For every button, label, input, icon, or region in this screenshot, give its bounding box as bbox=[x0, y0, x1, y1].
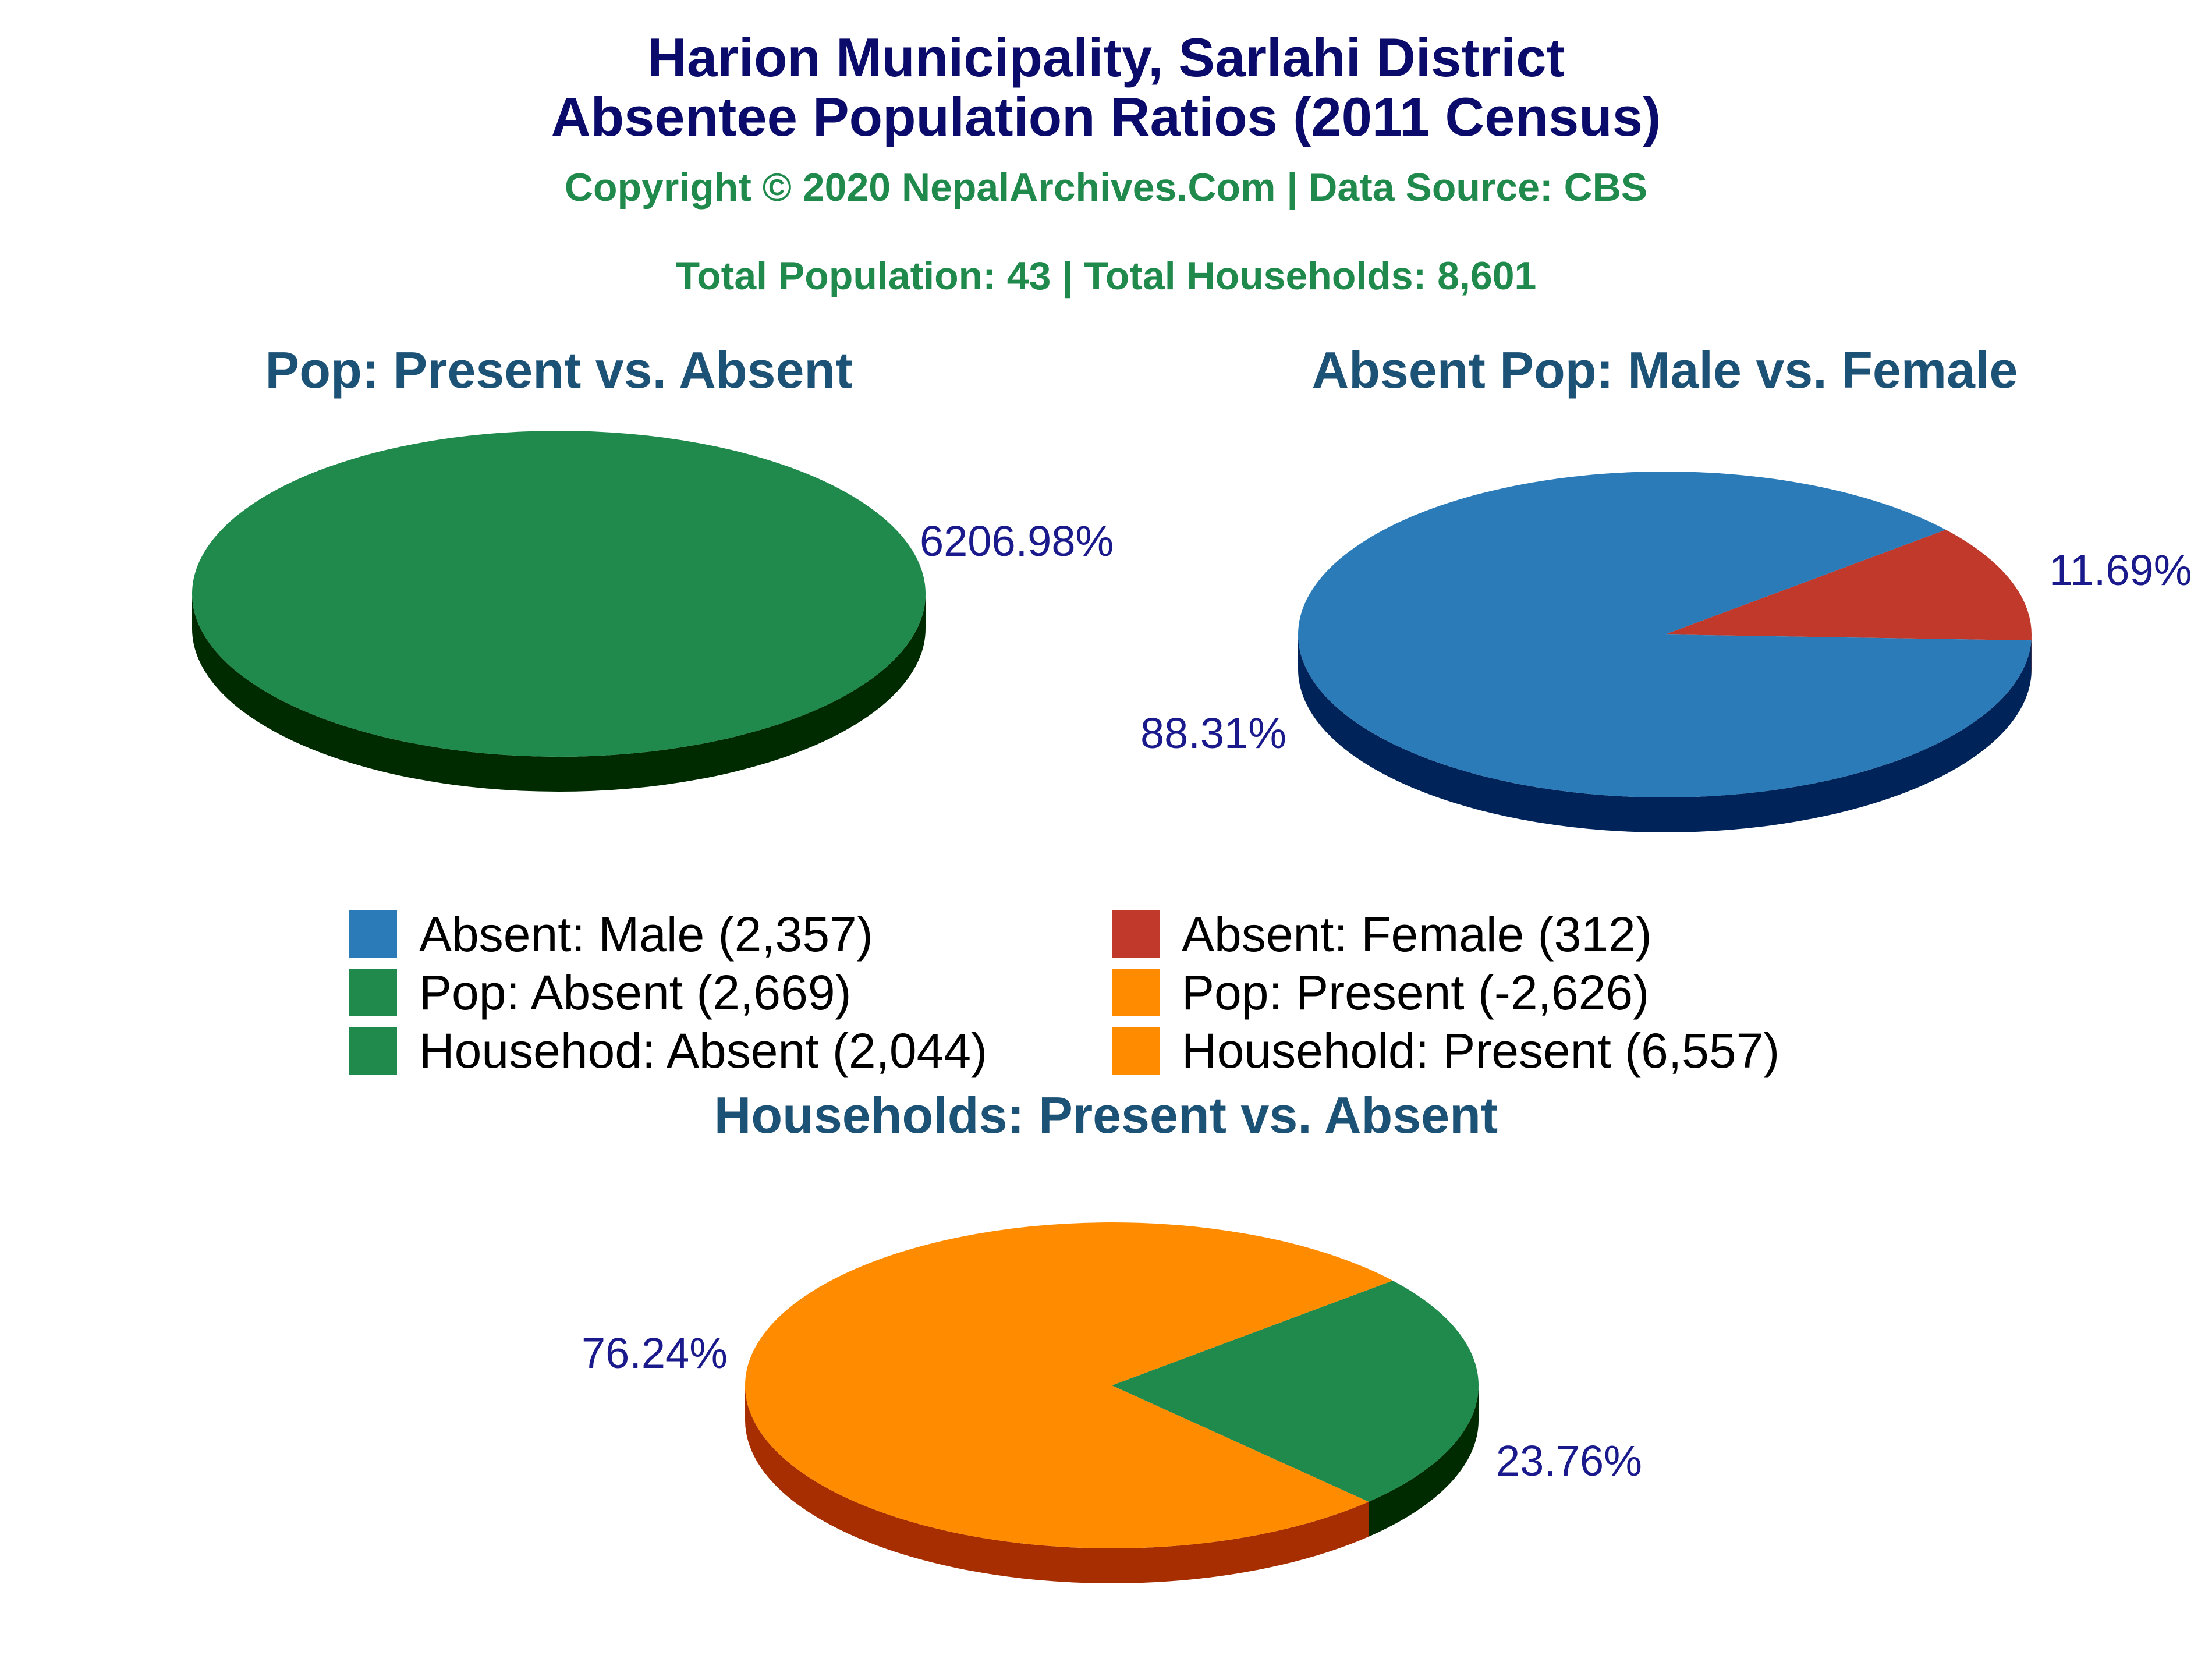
legend-swatch bbox=[1112, 969, 1160, 1016]
pie-title-households: Households: Present vs. Absent bbox=[714, 1086, 1498, 1144]
legend-item-absent-female: Absent: Female (312) bbox=[1112, 905, 1652, 963]
legend-swatch bbox=[1112, 910, 1160, 958]
pie-title-population: Pop: Present vs. Absent bbox=[265, 341, 853, 399]
legend-swatch bbox=[349, 910, 397, 958]
legend-label: Pop: Present (-2,626) bbox=[1182, 965, 1650, 1020]
slice-percent-label: 11.69% bbox=[2049, 546, 2192, 594]
totals-text: Total Population: 43 | Total Households:… bbox=[675, 254, 1537, 298]
legend-item-household-present: Household: Present (6,557) bbox=[1112, 1022, 1779, 1080]
slice-percent-label: 88.31% bbox=[1140, 709, 1286, 757]
legend-swatch bbox=[349, 969, 397, 1016]
legend-item-household-absent: Househod: Absent (2,044) bbox=[349, 1022, 987, 1080]
legend-label: Absent: Female (312) bbox=[1182, 906, 1652, 962]
pie-slice bbox=[192, 431, 926, 757]
legend-label: Househod: Absent (2,044) bbox=[419, 1023, 988, 1078]
legend-item-pop-absent: Pop: Absent (2,669) bbox=[349, 963, 852, 1022]
legend-item-pop-present: Pop: Present (-2,626) bbox=[1112, 963, 1649, 1022]
legend-item-absent-male: Absent: Male (2,357) bbox=[349, 905, 873, 963]
pie-slice-side bbox=[1369, 1385, 1479, 1537]
legend-label: Absent: Male (2,357) bbox=[419, 906, 873, 962]
pie-chart-3: 23.76% 76.24% bbox=[582, 1222, 1642, 1583]
slice-percent-label: 6206.98% bbox=[920, 517, 1114, 565]
legend-label: Pop: Absent (2,669) bbox=[419, 965, 852, 1020]
pie-slice bbox=[1112, 1281, 1479, 1502]
legend-label: Household: Present (6,557) bbox=[1182, 1023, 1780, 1078]
pie-chart-2: 11.69% 88.31% bbox=[1140, 472, 2192, 833]
pie-slice-side bbox=[1298, 634, 2032, 833]
slice-percent-label: 76.24% bbox=[582, 1329, 728, 1377]
copyright-text: Copyright © 2020 NepalArchives.Com | Dat… bbox=[564, 165, 1648, 210]
legend-swatch bbox=[349, 1027, 397, 1075]
pie-slice bbox=[1665, 530, 2032, 641]
legend-swatch bbox=[1112, 1027, 1160, 1075]
pie-title-absent-gender: Absent Pop: Male vs. Female bbox=[1311, 341, 2018, 399]
pie-slice-side bbox=[192, 594, 926, 792]
slice-percent-label: 23.76% bbox=[1496, 1437, 1642, 1485]
pie-slice-side bbox=[745, 1385, 1369, 1583]
pie-slice bbox=[1298, 472, 2032, 798]
chart-title-line1: Harion Municipality, Sarlahi District bbox=[647, 27, 1565, 88]
pie-chart-1: 6206.98% bbox=[192, 431, 1114, 792]
pie-slice bbox=[745, 1222, 1393, 1549]
legend: Absent: Male (2,357) Absent: Female (312… bbox=[349, 905, 1921, 1080]
chart-title-line2: Absentee Population Ratios (2011 Census) bbox=[551, 86, 1661, 147]
